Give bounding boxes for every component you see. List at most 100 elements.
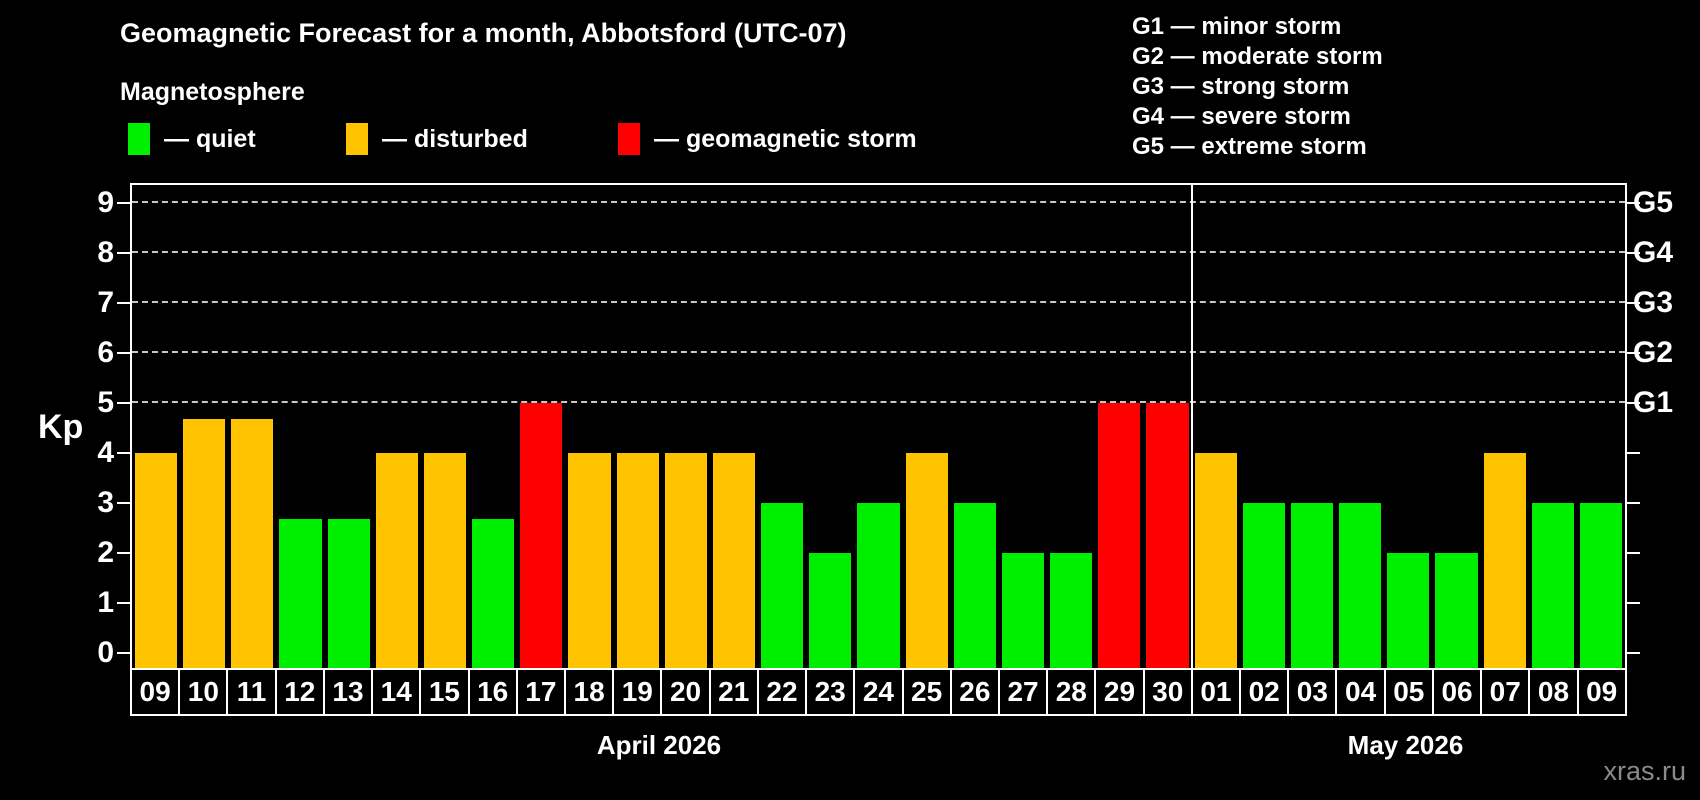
- y-tick-left-0: [117, 651, 130, 654]
- g4-legend-line: G4 — severe storm: [1132, 103, 1351, 130]
- day-label-box: 24: [853, 668, 904, 716]
- g2-legend-line: G2 — moderate storm: [1132, 43, 1383, 70]
- legend-item-disturbed: — disturbed: [346, 120, 528, 158]
- kp-bar-day-19: [616, 452, 659, 670]
- day-label-box: 26: [949, 668, 1000, 716]
- y-tick-label-8: 8: [97, 235, 114, 269]
- month-label-april: April 2026: [596, 730, 722, 760]
- day-label-box: 11: [226, 668, 277, 716]
- watermark: xras.ru: [1603, 756, 1686, 786]
- right-axis-label-g4: G4: [1633, 235, 1674, 269]
- g3-legend-line: G3 — strong storm: [1132, 73, 1350, 100]
- day-label-box: 30: [1142, 668, 1193, 716]
- month-separator-line: [1190, 185, 1193, 670]
- day-label-box: 14: [371, 668, 422, 716]
- y-tick-label-1: 1: [97, 585, 114, 619]
- kp-bar-day-04: [1339, 502, 1382, 670]
- right-axis-label-g5: G5: [1633, 185, 1674, 219]
- kp-bar-day-14: [375, 452, 418, 670]
- month-label-may: May 2026: [1347, 730, 1464, 760]
- plot-area: 0 1 2 3 4 5 6 7 8 9 G1 G2 G3 G4 G5: [97, 183, 1673, 672]
- kp-bar-day-16: [472, 519, 515, 670]
- kp-bar-day-13: [327, 519, 370, 670]
- kp-bar-day-12: [279, 519, 322, 670]
- y-tick-label-7: 7: [97, 285, 114, 319]
- kp-bar-day-21: [712, 452, 756, 670]
- y-tick-label-3: 3: [97, 485, 114, 519]
- y-tick-right-8: [1627, 251, 1640, 254]
- kp-bar-day-17: [520, 402, 563, 670]
- y-tick-label-2: 2: [97, 535, 114, 569]
- day-label-box: 03: [1287, 668, 1338, 716]
- day-label-box: 19: [612, 668, 663, 716]
- day-label-box: 10: [178, 668, 229, 716]
- kp-bar-day-22: [761, 502, 804, 670]
- right-axis-label-g2: G2: [1633, 335, 1674, 369]
- y-tick-label-0: 0: [97, 635, 114, 669]
- y-tick-right-5: [1627, 401, 1640, 404]
- y-tick-right-7: [1627, 301, 1640, 304]
- chart-title: Geomagnetic Forecast for a month, Abbots…: [120, 18, 847, 48]
- right-axis-label-g1: G1: [1633, 385, 1674, 419]
- y-tick-left-3: [117, 501, 130, 504]
- y-tick-left-7: [117, 301, 130, 304]
- y-tick-left-2: [117, 551, 130, 554]
- disturbed-color-swatch: [346, 123, 368, 155]
- y-tick-right-0: [1627, 651, 1640, 654]
- kp-bar-day-30: [1146, 402, 1189, 670]
- day-label-box: 25: [901, 668, 952, 716]
- legend-label-storm: — geomagnetic storm: [654, 124, 917, 153]
- x-axis-day-labels: 09 10 11 12 13 14 15 16 17 18 19 20 21 22 23 24 25 26 27 28…: [130, 668, 1627, 716]
- kp-bar-day-09: [1579, 502, 1622, 670]
- day-label-box: 17: [515, 668, 566, 716]
- legend-item-storm: — geomagnetic storm: [618, 120, 917, 158]
- y-tick-right-2: [1627, 551, 1640, 554]
- y-tick-right-4: [1627, 451, 1640, 454]
- kp-bar-day-25: [905, 452, 948, 670]
- right-axis-label-g3: G3: [1633, 285, 1674, 319]
- kp-bar-day-27: [1001, 552, 1045, 670]
- y-tick-left-1: [117, 601, 130, 604]
- kp-bar-day-15: [423, 452, 467, 670]
- kp-bar-day-24: [857, 502, 900, 670]
- kp-bar-day-20: [664, 452, 707, 670]
- quiet-color-swatch: [128, 123, 150, 155]
- day-label-box: 12: [274, 668, 325, 716]
- day-label-box: 29: [1094, 668, 1145, 716]
- gridline-kp9: [132, 200, 1625, 203]
- day-label-box: 21: [708, 668, 759, 716]
- day-label-box: 09: [130, 668, 181, 716]
- day-label-box: 05: [1383, 668, 1434, 716]
- day-label-box: 15: [419, 668, 470, 716]
- day-label-box: 08: [1528, 668, 1579, 716]
- y-tick-right-9: [1627, 201, 1640, 204]
- kp-bar-day-23: [809, 552, 852, 670]
- day-label-box: 16: [467, 668, 518, 716]
- day-label-box: 07: [1480, 668, 1531, 716]
- y-axis-title: Kp: [38, 408, 84, 446]
- kp-bar-day-18: [568, 452, 611, 670]
- gridline-kp5: [132, 400, 1625, 403]
- y-tick-label-4: 4: [97, 435, 114, 469]
- day-label-box: 28: [1046, 668, 1097, 716]
- day-label-box: 27: [997, 668, 1049, 716]
- kp-bar-day-10: [183, 419, 226, 670]
- day-label-box: 23: [805, 668, 856, 716]
- g1-legend-line: G1 — minor storm: [1132, 13, 1342, 40]
- legend-label-quiet: — quiet: [164, 124, 256, 153]
- day-label-box: 06: [1431, 668, 1483, 716]
- y-tick-left-4: [117, 451, 130, 454]
- y-tick-label-9: 9: [97, 185, 114, 219]
- kp-bar-day-11: [231, 419, 274, 670]
- y-tick-left-6: [117, 351, 130, 354]
- y-tick-left-8: [117, 251, 130, 254]
- magnetosphere-label: Magnetosphere: [120, 78, 305, 106]
- kp-bar-day-07: [1483, 452, 1526, 670]
- kp-bar-day-26: [953, 502, 996, 670]
- day-label-box: 02: [1239, 668, 1290, 716]
- y-tick-right-3: [1627, 501, 1640, 504]
- storm-color-swatch: [618, 123, 640, 155]
- gridline-kp8: [132, 250, 1625, 253]
- day-label-box: 20: [660, 668, 711, 716]
